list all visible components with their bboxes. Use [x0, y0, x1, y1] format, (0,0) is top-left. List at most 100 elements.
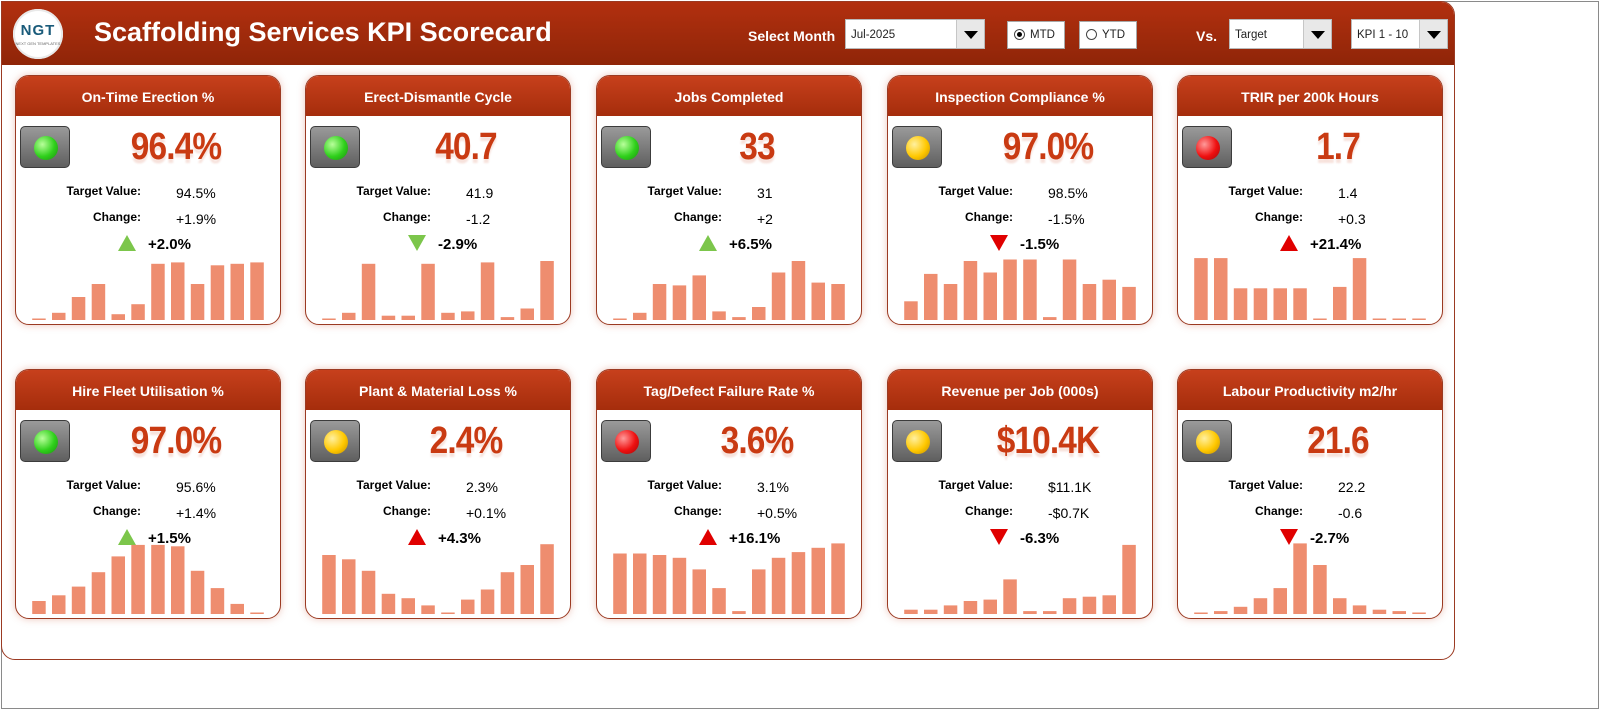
trend-bars — [322, 544, 554, 614]
chevron-down-icon[interactable] — [1303, 20, 1331, 48]
kpi-value: 1.7 — [1316, 126, 1361, 168]
trend-bar — [652, 555, 667, 614]
change-value: +0.1% — [466, 505, 507, 521]
arrow-down-icon — [990, 235, 1008, 251]
change-label: Change: — [1255, 504, 1303, 518]
trend-bars — [32, 544, 264, 614]
change-value: +0.5% — [757, 505, 798, 521]
trend-bar — [52, 595, 66, 614]
month-dropdown[interactable]: Jul-2025 — [845, 19, 985, 49]
arrow-up-icon — [699, 529, 717, 545]
trend-bar — [131, 544, 145, 614]
trend-bar — [480, 589, 495, 614]
trend-bar — [71, 586, 86, 614]
trend-bar — [904, 609, 918, 614]
compare-dropdown[interactable]: Target — [1229, 19, 1332, 49]
change-percent: +1.5% — [148, 530, 191, 547]
change-label: Change: — [965, 210, 1013, 224]
chevron-down-icon[interactable] — [1419, 20, 1447, 48]
kpi-card: Labour Productivity m2/hr 21.6 Target Valu… — [1177, 369, 1443, 619]
trend-bar — [924, 609, 938, 614]
trend-bar — [32, 601, 46, 614]
change-value: -0.6 — [1338, 505, 1363, 521]
trend-bar — [520, 308, 534, 320]
kpi-title: Tag/Defect Failure Rate % — [597, 370, 861, 410]
trend-chart — [901, 248, 1139, 320]
arrow-up-icon — [118, 529, 136, 545]
target-value: $11.1K — [1048, 479, 1092, 495]
kpi-value: 40.7 — [435, 126, 497, 168]
status-bulb-icon — [1196, 430, 1220, 454]
trend-bar — [1372, 318, 1387, 320]
trend-bar — [831, 543, 845, 614]
target-label: Target Value: — [66, 184, 141, 198]
target-label: Target Value: — [938, 184, 1013, 198]
trend-bar — [461, 311, 475, 320]
trend-bar — [672, 557, 687, 614]
target-label: Target Value: — [938, 478, 1013, 492]
change-value: -1.5% — [1048, 211, 1085, 227]
trend-bars — [613, 543, 845, 614]
trend-bar — [633, 553, 647, 614]
change-percent: +6.5% — [729, 236, 772, 253]
trend-bar — [1082, 596, 1097, 614]
target-value: 95.6% — [176, 479, 216, 495]
target-label: Target Value: — [1228, 184, 1303, 198]
trend-bar — [381, 593, 396, 614]
target-value: 22.2 — [1338, 479, 1366, 495]
change-label: Change: — [674, 504, 722, 518]
chevron-down-icon[interactable] — [956, 20, 984, 48]
trend-bar — [361, 570, 376, 614]
trend-bar — [190, 570, 205, 614]
trend-bar — [1293, 288, 1307, 320]
ytd-label: YTD — [1102, 29, 1125, 41]
change-percent: +4.3% — [438, 530, 481, 547]
trend-bar — [732, 317, 746, 320]
trend-bar — [1214, 258, 1228, 320]
change-percent: +16.1% — [729, 530, 781, 547]
kpi-title: Labour Productivity m2/hr — [1178, 370, 1442, 410]
trend-bar — [401, 315, 415, 320]
trend-bar — [692, 569, 706, 614]
change-percent: -1.5% — [1020, 236, 1060, 253]
kpi-range-value: KPI 1 - 10 — [1357, 29, 1409, 41]
trend-bar — [831, 284, 845, 320]
trend-bar — [983, 599, 997, 614]
target-value: 41.9 — [466, 185, 494, 201]
trend-bar — [613, 553, 627, 614]
trend-bar — [752, 307, 766, 320]
arrow-up-icon — [1280, 235, 1298, 251]
trend-bar — [943, 284, 958, 320]
trend-bar — [480, 262, 495, 320]
trend-bar — [904, 301, 918, 320]
trend-bar — [71, 297, 86, 320]
kpi-title: Revenue per Job (000s) — [888, 370, 1152, 410]
kpi-value: 97.0% — [130, 420, 222, 462]
trend-bar — [91, 284, 106, 320]
dashboard: NGT NEXT GEN TEMPLATES Scaffolding Servi… — [1, 1, 1455, 660]
status-bulb-icon — [615, 430, 639, 454]
trend-bar — [811, 282, 825, 320]
trend-bar — [613, 318, 627, 320]
kpi-value: 3.6% — [720, 420, 795, 462]
kpi-title: Plant & Material Loss % — [306, 370, 570, 410]
logo: NGT NEXT GEN TEMPLATES — [13, 9, 63, 59]
trend-bar — [1233, 288, 1248, 320]
ytd-radio[interactable]: YTD — [1079, 21, 1137, 49]
mtd-radio[interactable]: MTD — [1007, 21, 1065, 49]
change-label: Change: — [1255, 210, 1303, 224]
trend-bar — [342, 312, 356, 320]
kpi-card: Inspection Compliance % 97.0% Target Value… — [887, 75, 1153, 325]
change-value: -$0.7K — [1048, 505, 1090, 521]
trend-bar — [1313, 565, 1327, 614]
compare-value: Target — [1235, 29, 1267, 41]
trend-bar — [1194, 612, 1208, 614]
traffic-light-icon — [601, 126, 651, 168]
trend-bar — [1122, 544, 1136, 614]
kpi-range-dropdown[interactable]: KPI 1 - 10 — [1351, 19, 1448, 49]
trend-bar — [1194, 258, 1208, 320]
trend-bar — [1333, 286, 1347, 320]
trend-bar — [190, 284, 205, 320]
trend-bar — [381, 315, 396, 320]
trend-bar — [1333, 598, 1347, 614]
